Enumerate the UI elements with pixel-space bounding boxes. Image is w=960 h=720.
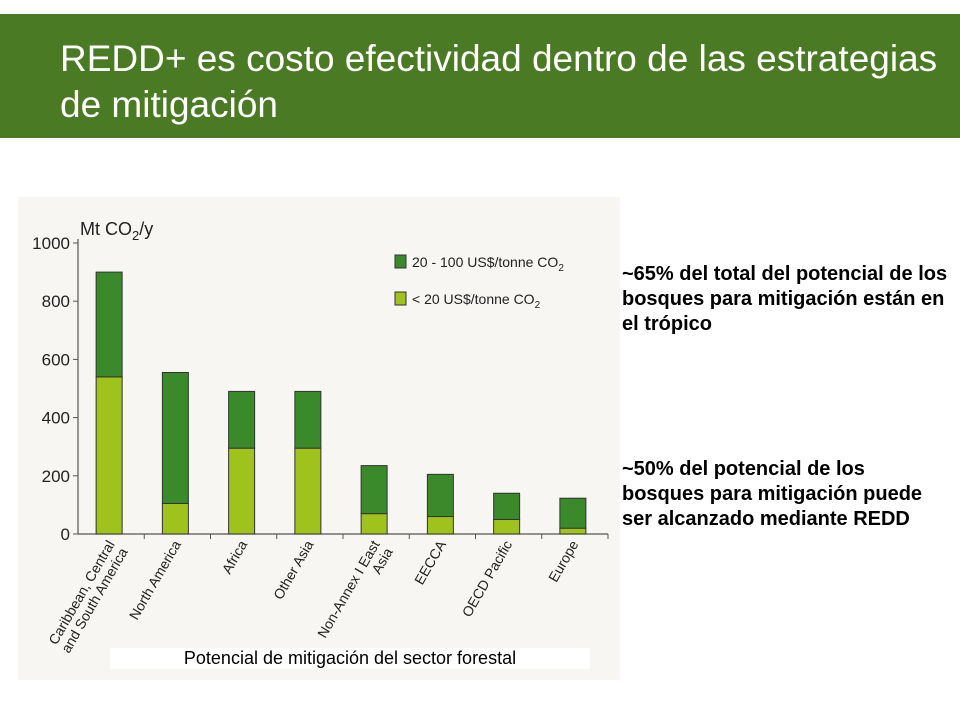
bar-4-series-1 — [360, 465, 388, 515]
bar-1-series-0 — [161, 502, 189, 535]
legend-swatch-1 — [394, 291, 407, 306]
y-tick-label-2: 400 — [42, 409, 70, 428]
legend-label-1: < 20 US$/tonne CO2 — [412, 291, 541, 311]
legend-swatch-0 — [394, 254, 407, 269]
x-tick-label-1: North America — [126, 537, 184, 622]
bullet-redd-share: ~50% del potencial de los bosques para m… — [622, 458, 923, 530]
x-tick-label-0: Caribbean, Centraland South America — [45, 537, 131, 655]
bar-4-series-0 — [360, 513, 388, 535]
x-tick-label-4: Non-Annex I EastAsia — [314, 537, 396, 648]
title-bar: REDD+ es costo efectividad dentro de las… — [0, 14, 960, 138]
y-tick-label-4: 800 — [42, 292, 70, 311]
bar-6-series-1 — [493, 492, 521, 520]
y-tick-label-5: 1000 — [32, 234, 70, 253]
x-tick-label-5: EECCA — [411, 537, 449, 587]
y-tick-label-0: 0 — [61, 525, 70, 544]
bar-3-series-1 — [294, 390, 322, 449]
bar-1-series-1 — [161, 371, 189, 504]
bar-3-series-0 — [294, 447, 322, 535]
bar-chart: 0 200 400 600 800 1000 Mt CO2/y Caribbean, Cent… — [32, 219, 609, 655]
bar-2-series-1 — [228, 390, 256, 449]
bar-5-series-0 — [426, 516, 454, 535]
y-tick-label-1: 200 — [42, 467, 70, 486]
y-axis-unit-label: Mt CO2/y — [80, 219, 153, 243]
chart-caption: Potencial de mitigación del sector fores… — [110, 648, 590, 669]
chart-panel: 0 200 400 600 800 1000 Mt CO2/y Caribbean, Cent… — [18, 197, 620, 680]
bar-7-series-1 — [559, 497, 587, 529]
bar-7-series-0 — [559, 527, 587, 535]
x-tick-label-2: Africa — [218, 537, 250, 576]
bar-0-series-0 — [95, 376, 123, 535]
legend-label-0: 20 - 100 US$/tonne CO2 — [412, 254, 564, 274]
slide-title: REDD+ es costo efectividad dentro de las… — [60, 38, 938, 125]
bullet-tropics-share: ~65% del total del potencial de los bosq… — [622, 263, 948, 335]
bar-5-series-1 — [426, 473, 454, 518]
x-tick-label-3: Other Asia — [270, 537, 317, 602]
bar-2-series-0 — [228, 447, 256, 535]
bar-6-series-0 — [493, 518, 521, 535]
bar-0-series-1 — [95, 271, 123, 378]
x-tick-label-7: Europe — [545, 537, 582, 584]
x-tick-label-6: OECD Pacific — [459, 538, 516, 620]
y-tick-label-3: 600 — [42, 350, 70, 369]
